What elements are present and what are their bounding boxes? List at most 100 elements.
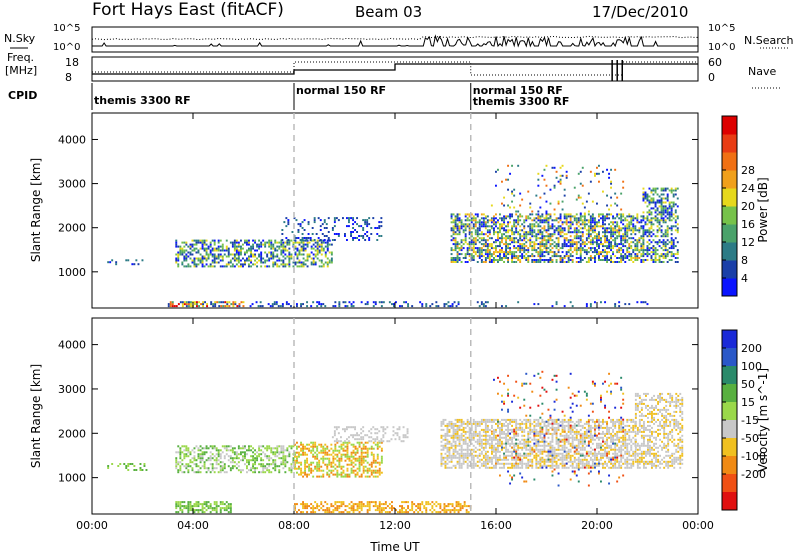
- range-gate-cell: [458, 456, 461, 459]
- range-gate-cell: [527, 261, 530, 263]
- range-gate-cell: [225, 447, 228, 450]
- range-gate-cell: [539, 243, 542, 246]
- range-gate-cell: [248, 463, 250, 466]
- range-gate-cell: [211, 247, 214, 250]
- range-gate-cell: [233, 249, 236, 252]
- range-gate-cell: [513, 239, 516, 242]
- range-gate-cell: [501, 442, 503, 445]
- range-gate-cell: [229, 259, 232, 262]
- range-gate-cell: [260, 255, 263, 258]
- range-gate-cell: [535, 249, 538, 252]
- range-gate-cell: [382, 440, 385, 443]
- range-gate-cell: [215, 247, 218, 250]
- range-gate-cell: [274, 469, 277, 472]
- range-gate-cell: [606, 241, 609, 244]
- range-gate-cell: [316, 245, 319, 248]
- range-gate-cell: [567, 239, 570, 242]
- range-gate-cell: [296, 461, 298, 464]
- range-gate-cell: [181, 305, 184, 308]
- range-gate-cell: [300, 305, 303, 308]
- range-gate-cell: [662, 189, 665, 192]
- range-gate-cell: [358, 461, 361, 464]
- range-gate-cell: [654, 241, 657, 244]
- range-gate-cell: [344, 453, 347, 456]
- range-gate-cell: [452, 257, 455, 259]
- range-gate-cell: [662, 217, 665, 220]
- range-gate-cell: [515, 466, 518, 469]
- range-gate-cell: [442, 418, 445, 421]
- range-gate-cell: [300, 449, 303, 452]
- range-gate-cell: [466, 424, 469, 427]
- range-gate-cell: [495, 418, 497, 421]
- range-gate-cell: [338, 501, 341, 504]
- range-gate-cell: [429, 503, 432, 506]
- range-gate-cell: [417, 507, 420, 510]
- range-gate-cell: [559, 227, 562, 230]
- range-gate-cell: [280, 245, 283, 248]
- range-gate-cell: [382, 509, 385, 512]
- range-gate-cell: [654, 257, 657, 259]
- range-gate-cell: [650, 211, 653, 214]
- range-gate-cell: [559, 229, 562, 232]
- range-gate-cell: [513, 442, 516, 445]
- range-gate-cell: [569, 249, 572, 252]
- range-gate-cell: [198, 305, 201, 308]
- range-gate-cell: [272, 251, 275, 254]
- range-gate-cell: [334, 507, 337, 510]
- range-gate-cell: [450, 446, 453, 449]
- range-gate-cell: [468, 249, 471, 252]
- range-gate-cell: [350, 453, 353, 456]
- range-gate-cell: [476, 251, 479, 254]
- range-gate-cell: [501, 239, 503, 242]
- range-gate-cell: [620, 261, 623, 263]
- range-gate-cell: [221, 501, 224, 504]
- range-gate-cell: [668, 241, 671, 244]
- range-gate-cell: [622, 227, 625, 230]
- range-gate-cell: [203, 501, 206, 504]
- range-gate-cell: [250, 265, 253, 268]
- noise-sky-trace: [92, 34, 698, 48]
- range-gate-cell: [535, 194, 538, 197]
- range-gate-cell: [654, 235, 657, 238]
- range-gate-cell: [495, 452, 497, 455]
- range-gate-cell: [541, 221, 544, 224]
- range-gate-cell: [258, 243, 261, 246]
- range-gate-cell: [612, 245, 615, 248]
- range-gate-cell: [215, 457, 218, 460]
- range-gate-cell: [333, 432, 336, 435]
- range-gate-cell: [175, 459, 178, 462]
- range-gate-cell: [507, 434, 510, 437]
- range-gate-cell: [521, 422, 524, 425]
- range-gate-cell: [579, 239, 582, 242]
- range-gate-cell: [458, 231, 461, 234]
- range-gate-cell: [644, 249, 647, 252]
- range-gate-cell: [515, 251, 518, 254]
- range-gate-cell: [501, 448, 503, 451]
- range-gate-cell: [539, 245, 542, 248]
- range-gate-cell: [356, 432, 359, 435]
- range-gate-cell: [237, 457, 240, 460]
- range-gate-cell: [452, 440, 455, 443]
- range-gate-cell: [460, 221, 463, 224]
- range-gate-cell: [493, 233, 495, 236]
- range-gate-cell: [472, 434, 475, 437]
- range-gate-cell: [537, 219, 540, 222]
- range-gate-cell: [312, 511, 315, 514]
- range-gate-cell: [499, 255, 501, 258]
- range-gate-cell: [493, 247, 495, 250]
- range-gate-cell: [320, 449, 323, 452]
- range-gate-cell: [511, 200, 514, 203]
- range-gate-cell: [282, 241, 285, 244]
- range-gate-cell: [616, 235, 619, 238]
- range-gate-cell: [296, 265, 299, 268]
- range-gate-cell: [581, 219, 584, 222]
- range-gate-cell: [235, 451, 238, 454]
- range-gate-cell: [332, 511, 335, 514]
- range-gate-cell: [264, 447, 267, 450]
- range-gate-cell: [364, 475, 367, 478]
- range-gate-cell: [323, 221, 326, 224]
- range-gate-cell: [513, 418, 516, 421]
- range-gate-cell: [495, 430, 497, 433]
- range-gate-cell: [541, 249, 544, 252]
